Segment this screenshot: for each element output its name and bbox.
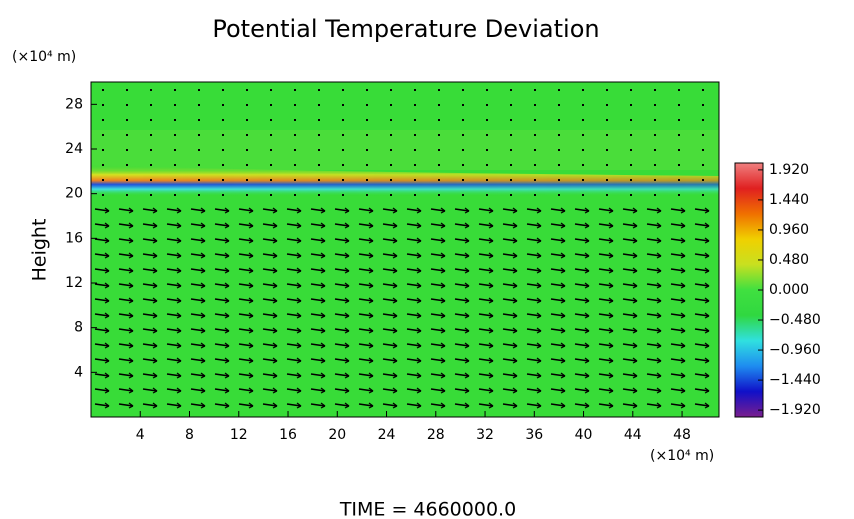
y-tick-label: 20	[65, 186, 83, 202]
colorbar-tick-label: 1.440	[769, 192, 809, 208]
colorbar-tick-label: −0.480	[769, 312, 821, 328]
colorbar-tick-label: 0.000	[769, 282, 809, 298]
y-tick-label: 12	[65, 275, 83, 291]
x-tick-label: 8	[185, 427, 194, 443]
colorbar-tick-label: −0.960	[769, 342, 821, 358]
y-tick-label: 8	[74, 320, 83, 336]
x-unit: (×10⁴ m)	[650, 448, 714, 464]
x-tick-label: 20	[328, 427, 346, 443]
plot-frame	[90, 81, 720, 418]
colorbar-tick-label: −1.440	[769, 372, 821, 388]
x-tick-label: 16	[279, 427, 297, 443]
y-tick-label: 24	[65, 141, 83, 157]
footer: TIME = 4660000.0	[339, 499, 516, 519]
y-tick-label: 16	[65, 230, 83, 246]
x-tick-label: 48	[673, 427, 691, 443]
x-tick-label: 4	[136, 427, 145, 443]
y-unit: (×10⁴ m)	[12, 49, 76, 65]
colorbar-tick-label: −1.920	[769, 402, 821, 418]
x-tick-label: 44	[624, 427, 642, 443]
x-tick-label: 12	[230, 427, 248, 443]
y-tick-label: 4	[74, 364, 83, 380]
x-tick-label: 28	[427, 427, 445, 443]
colorbar-tick-label: 1.920	[769, 162, 809, 178]
x-tick-label: 32	[476, 427, 494, 443]
y-tick-label: 28	[65, 96, 83, 112]
colorbar-tick-label: 0.480	[769, 252, 809, 268]
field-vectors	[91, 82, 719, 207]
x-tick-label: 40	[575, 427, 593, 443]
field	[90, 81, 720, 418]
chart-title: Potential Temperature Deviation	[212, 15, 599, 43]
x-tick-label: 36	[525, 427, 543, 443]
colorbar-tick-label: 0.960	[769, 222, 809, 238]
x-tick-label: 24	[378, 427, 396, 443]
field-vectors	[91, 207, 719, 417]
y-axis-label: Height	[29, 219, 51, 282]
